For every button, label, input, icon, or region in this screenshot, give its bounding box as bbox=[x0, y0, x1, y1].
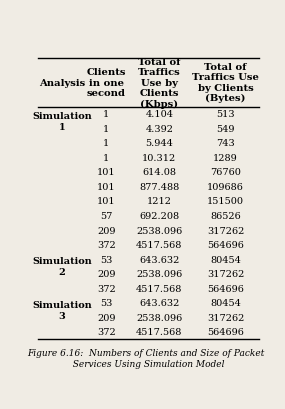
Text: 101: 101 bbox=[97, 182, 116, 191]
Text: 513: 513 bbox=[216, 110, 235, 119]
Text: 53: 53 bbox=[100, 255, 113, 264]
Text: 80454: 80454 bbox=[210, 299, 241, 308]
Text: 692.208: 692.208 bbox=[139, 211, 179, 220]
Text: 4.392: 4.392 bbox=[145, 125, 173, 134]
Text: 1: 1 bbox=[103, 153, 109, 162]
Text: 76760: 76760 bbox=[210, 168, 241, 177]
Text: 2538.096: 2538.096 bbox=[136, 313, 182, 322]
Text: 1: 1 bbox=[103, 139, 109, 148]
Text: 614.08: 614.08 bbox=[142, 168, 176, 177]
Text: 57: 57 bbox=[100, 211, 113, 220]
Text: Figure 6.16:  Numbers of Clients and Size of Packet
  Services Using Simulation : Figure 6.16: Numbers of Clients and Size… bbox=[27, 348, 265, 368]
Text: 4517.568: 4517.568 bbox=[136, 240, 182, 249]
Text: Simulation
2: Simulation 2 bbox=[32, 257, 92, 277]
Text: 643.632: 643.632 bbox=[139, 255, 180, 264]
Text: 209: 209 bbox=[97, 270, 115, 279]
Text: 1: 1 bbox=[103, 110, 109, 119]
Text: Analysis: Analysis bbox=[39, 79, 85, 88]
Text: 86526: 86526 bbox=[210, 211, 241, 220]
Text: 1212: 1212 bbox=[147, 197, 172, 206]
Text: 372: 372 bbox=[97, 240, 116, 249]
Text: 2538.096: 2538.096 bbox=[136, 270, 182, 279]
Text: 209: 209 bbox=[97, 313, 115, 322]
Text: 743: 743 bbox=[216, 139, 235, 148]
Text: 564696: 564696 bbox=[207, 327, 244, 336]
Text: 317262: 317262 bbox=[207, 270, 244, 279]
Text: 5.944: 5.944 bbox=[145, 139, 173, 148]
Text: 372: 372 bbox=[97, 327, 116, 336]
Text: 101: 101 bbox=[97, 197, 116, 206]
Text: 209: 209 bbox=[97, 226, 115, 235]
Text: 549: 549 bbox=[216, 125, 235, 134]
Text: 109686: 109686 bbox=[207, 182, 244, 191]
Text: Simulation
3: Simulation 3 bbox=[32, 300, 92, 320]
Text: 151500: 151500 bbox=[207, 197, 244, 206]
Text: 80454: 80454 bbox=[210, 255, 241, 264]
Text: 53: 53 bbox=[100, 299, 113, 308]
Text: 1: 1 bbox=[103, 125, 109, 134]
Text: 101: 101 bbox=[97, 168, 116, 177]
Text: 1289: 1289 bbox=[213, 153, 238, 162]
Text: 877.488: 877.488 bbox=[139, 182, 180, 191]
Text: Total of
Traffics
Use by
Clients
(Kbps): Total of Traffics Use by Clients (Kbps) bbox=[138, 58, 181, 108]
Text: Total of
Traffics Use
by Clients
(Bytes): Total of Traffics Use by Clients (Bytes) bbox=[192, 63, 259, 103]
Text: 564696: 564696 bbox=[207, 240, 244, 249]
Text: 317262: 317262 bbox=[207, 226, 244, 235]
Text: 10.312: 10.312 bbox=[142, 153, 176, 162]
Text: Simulation
1: Simulation 1 bbox=[32, 112, 92, 132]
Text: 372: 372 bbox=[97, 284, 116, 293]
Text: 4517.568: 4517.568 bbox=[136, 284, 182, 293]
Text: 4.104: 4.104 bbox=[145, 110, 173, 119]
Text: 564696: 564696 bbox=[207, 284, 244, 293]
Text: 4517.568: 4517.568 bbox=[136, 327, 182, 336]
Text: 643.632: 643.632 bbox=[139, 299, 180, 308]
Text: Clients
in one
second: Clients in one second bbox=[87, 68, 126, 98]
Text: 2538.096: 2538.096 bbox=[136, 226, 182, 235]
Text: 317262: 317262 bbox=[207, 313, 244, 322]
